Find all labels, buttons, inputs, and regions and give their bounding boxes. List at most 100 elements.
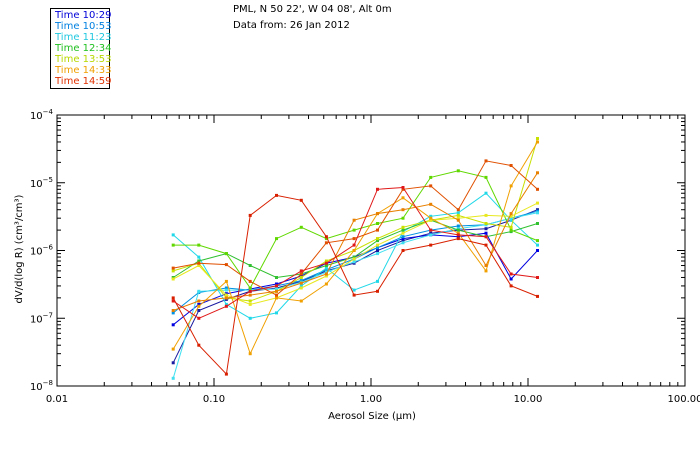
data-point bbox=[456, 231, 460, 235]
data-point bbox=[376, 243, 379, 247]
data-point bbox=[299, 272, 303, 276]
legend-entry: Time 14:33 bbox=[55, 65, 112, 76]
data-point bbox=[224, 302, 228, 306]
data-point bbox=[536, 209, 539, 213]
data-point bbox=[275, 293, 278, 297]
data-point bbox=[484, 159, 488, 163]
data-point bbox=[248, 213, 252, 217]
data-point bbox=[197, 264, 201, 267]
y-tick-label: 10−8 bbox=[30, 379, 53, 393]
y-axis-label: dV/d(log R) (cm³/cm³) bbox=[14, 194, 25, 303]
data-point bbox=[509, 164, 513, 167]
data-point bbox=[171, 347, 175, 351]
data-point bbox=[484, 227, 488, 231]
data-point bbox=[376, 246, 379, 250]
x-tick-label: 100.00 bbox=[668, 394, 700, 405]
data-point bbox=[299, 286, 303, 290]
legend-entry: Time 14:59 bbox=[55, 76, 112, 87]
data-point bbox=[429, 175, 433, 179]
data-point bbox=[509, 212, 513, 216]
data-point bbox=[197, 343, 201, 347]
legend-entry: Time 10:53 bbox=[55, 21, 112, 32]
data-point bbox=[509, 184, 513, 188]
data-point bbox=[401, 216, 405, 220]
data-point bbox=[197, 299, 201, 303]
data-point bbox=[324, 282, 328, 286]
data-point bbox=[171, 323, 175, 327]
data-point bbox=[509, 214, 513, 218]
data-point bbox=[456, 218, 460, 222]
data-point bbox=[376, 237, 379, 241]
data-point bbox=[376, 249, 379, 252]
data-point bbox=[171, 299, 175, 303]
data-point bbox=[352, 218, 356, 222]
data-point bbox=[248, 293, 252, 297]
data-point bbox=[197, 316, 201, 320]
data-point bbox=[376, 228, 379, 232]
data-point bbox=[275, 287, 278, 291]
data-point bbox=[248, 264, 252, 267]
data-point bbox=[275, 193, 278, 197]
data-point bbox=[171, 233, 175, 237]
x-tick-label: 10.00 bbox=[514, 394, 543, 405]
data-point bbox=[352, 260, 356, 264]
data-point bbox=[401, 228, 405, 232]
series-line bbox=[173, 160, 538, 296]
data-point bbox=[509, 284, 513, 288]
data-point bbox=[536, 137, 539, 140]
data-point bbox=[171, 266, 175, 270]
data-point bbox=[197, 309, 201, 312]
y-tick-label: 10−6 bbox=[30, 244, 54, 258]
legend-entry: Time 11:23 bbox=[55, 32, 112, 43]
data-point bbox=[536, 211, 539, 215]
data-point bbox=[324, 235, 328, 239]
data-point bbox=[324, 272, 328, 276]
data-point bbox=[352, 288, 356, 292]
data-point bbox=[456, 235, 460, 239]
data-point bbox=[376, 222, 379, 225]
data-point bbox=[248, 289, 252, 293]
data-point bbox=[248, 302, 252, 306]
data-point bbox=[299, 198, 303, 202]
data-point bbox=[456, 213, 460, 217]
data-point bbox=[484, 231, 488, 235]
data-point bbox=[429, 228, 433, 232]
data-point bbox=[197, 302, 201, 306]
data-point bbox=[536, 276, 539, 279]
data-point bbox=[352, 237, 356, 241]
data-point bbox=[224, 372, 228, 376]
data-point bbox=[171, 243, 175, 247]
data-point bbox=[429, 184, 433, 188]
data-point bbox=[429, 216, 433, 220]
x-tick-label: 0.01 bbox=[46, 394, 68, 405]
legend-entry: Time 13:53 bbox=[55, 54, 112, 65]
legend: Time 10:29 Time 10:53 Time 11:23 Time 12:34… bbox=[50, 8, 112, 89]
axes: 0.01 0.10 1.00 10.00 100.00 10−8 10−7 10−6 10−5 1… bbox=[30, 108, 700, 405]
data-point bbox=[275, 311, 278, 315]
series-time-14-59 bbox=[171, 159, 539, 297]
data-point bbox=[401, 241, 405, 245]
data-point bbox=[536, 249, 539, 252]
series-time-14-33 bbox=[171, 171, 539, 312]
data-point bbox=[456, 228, 460, 232]
data-point bbox=[536, 201, 539, 205]
data-point bbox=[224, 288, 228, 292]
data-point bbox=[456, 208, 460, 212]
data-point bbox=[484, 213, 488, 217]
data-point bbox=[536, 140, 539, 144]
data-point bbox=[197, 261, 201, 265]
data-point bbox=[248, 299, 252, 303]
header-location: PML, N 50 22', W 04 08', Alt 0m bbox=[233, 4, 392, 15]
data-point bbox=[456, 211, 460, 215]
data-point bbox=[509, 218, 513, 222]
data-point bbox=[429, 233, 433, 237]
data-point bbox=[429, 202, 433, 206]
data-point bbox=[299, 279, 303, 283]
data-point bbox=[224, 296, 228, 300]
data-point bbox=[509, 225, 513, 229]
data-point bbox=[401, 208, 405, 212]
data-point bbox=[352, 255, 356, 259]
data-point bbox=[171, 309, 175, 312]
data-point bbox=[352, 249, 356, 252]
data-point bbox=[401, 237, 405, 241]
